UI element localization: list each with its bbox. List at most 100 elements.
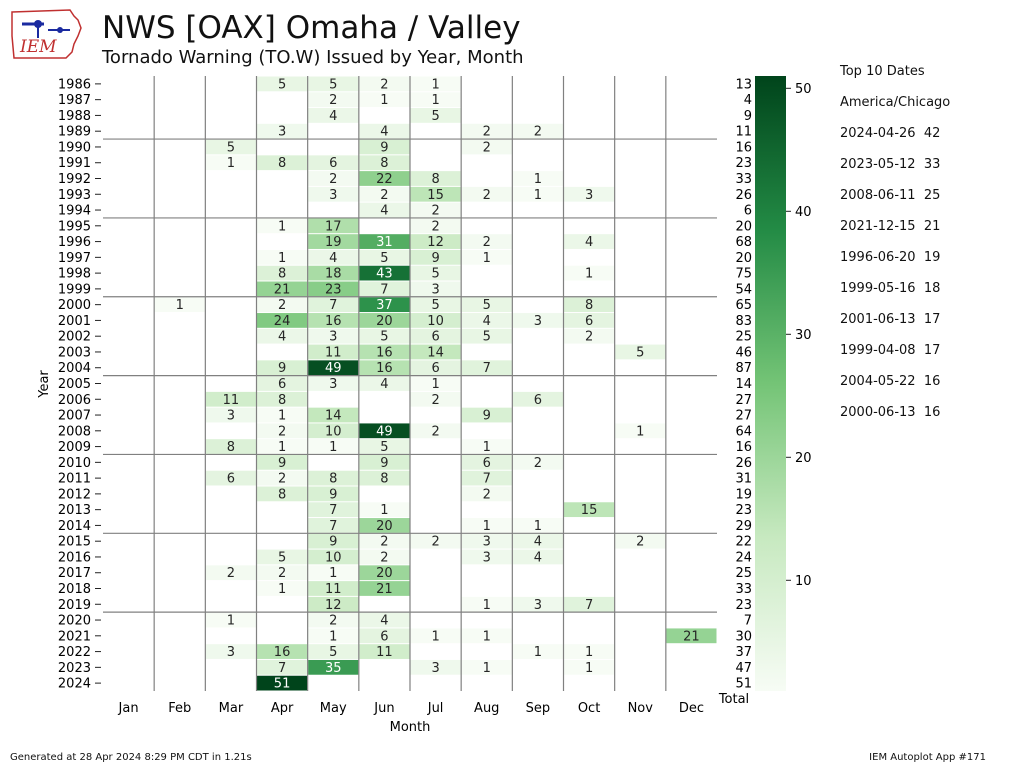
heatmap-cell [359, 171, 410, 186]
cell-value-label: 2 [278, 472, 286, 487]
year-total-label: 30 [735, 629, 752, 644]
cell-value-label: 1 [227, 156, 235, 171]
heatmap-cell [308, 186, 359, 202]
colorbar-tick-label: 10 [795, 574, 812, 589]
cell-value-label: 1 [585, 267, 593, 282]
top10-item: 1996-06-20 19 [840, 250, 941, 265]
heatmap-cell [308, 612, 359, 628]
cell-value-label: 9 [329, 487, 337, 502]
cell-value-label: 5 [483, 330, 491, 345]
cell-value-label: 3 [431, 282, 439, 297]
cell-value-label: 3 [534, 314, 542, 329]
cell-value-label: 7 [329, 519, 337, 534]
cell-value-label: 5 [278, 550, 286, 565]
top10-item: 1999-04-08 17 [840, 343, 941, 358]
cell-value-label: 1 [483, 629, 491, 644]
year-tick-label: 2006 [58, 393, 91, 408]
heatmap-cell [308, 502, 359, 518]
year-total-label: 16 [735, 140, 752, 155]
cell-value-label: 2 [380, 535, 388, 550]
colorbar-ticks: 10 20 30 40 50 [786, 82, 812, 589]
year-tick-label: 2011 [58, 472, 91, 487]
heatmap-cell [205, 407, 256, 423]
cell-value-label: 20 [376, 519, 393, 534]
cell-value-label: 14 [427, 345, 444, 360]
cell-value-label: 1 [176, 298, 184, 313]
heatmap-cell [512, 313, 563, 328]
heatmap-cell [308, 344, 359, 360]
year-total-label: 87 [735, 361, 752, 376]
cell-value-label: 21 [683, 629, 700, 644]
year-tick-label: 1990 [58, 140, 91, 155]
heatmap-cell [512, 533, 563, 549]
heatmap-cell [205, 644, 256, 659]
year-tick-label: 1996 [58, 235, 91, 250]
heatmap-cell [410, 218, 461, 234]
chart-title: NWS [OAX] Omaha / Valley [102, 10, 521, 46]
heatmap-cell [512, 596, 563, 612]
year-tick-label: 2019 [58, 598, 91, 613]
heatmap-cell [308, 644, 359, 659]
colorbar-tick-label: 50 [795, 82, 812, 97]
cell-value-label: 9 [431, 251, 439, 266]
cell-value-label: 3 [329, 330, 337, 345]
cell-value-label: 6 [483, 456, 491, 471]
heatmap-cell [461, 518, 512, 533]
heatmap-cell [308, 376, 359, 391]
cell-value-label: 2 [431, 219, 439, 234]
cell-value-label: 23 [325, 282, 342, 297]
cell-value-label: 2 [380, 188, 388, 203]
year-tick-label: 2002 [58, 330, 91, 345]
heatmap-cell [205, 439, 256, 454]
heatmap-cell [257, 549, 308, 565]
cell-value-label: 8 [380, 472, 388, 487]
heatmap-cell [461, 533, 512, 549]
heatmap-cell [461, 407, 512, 423]
heatmap-cell [461, 439, 512, 454]
cell-value-label: 7 [380, 282, 388, 297]
cell-value-label: 2 [278, 566, 286, 581]
heatmap-cell [410, 376, 461, 391]
heatmap-cell [512, 549, 563, 565]
cell-value-label: 9 [329, 535, 337, 550]
cell-value-label: 2 [431, 535, 439, 550]
top10-item: 2001-06-13 17 [840, 312, 941, 327]
footer-app: IEM Autoplot App #171 [869, 752, 986, 763]
heatmap-cell [308, 628, 359, 644]
cell-value-label: 3 [329, 377, 337, 392]
heatmap-cell [257, 439, 308, 454]
cell-value-label: 1 [278, 440, 286, 455]
cell-value-label: 1 [329, 629, 337, 644]
cell-value-label: 2 [227, 566, 235, 581]
heatmap-cell [512, 123, 563, 139]
heatmap-cell [359, 139, 410, 155]
heatmap-cell [410, 391, 461, 407]
top10-item: 2004-05-22 16 [840, 374, 941, 389]
cell-value-label: 5 [380, 330, 388, 345]
heatmap-cell [564, 297, 615, 313]
cell-value-label: 3 [227, 409, 235, 424]
month-tick-label: Jul [427, 701, 444, 716]
heatmap-cell [564, 596, 615, 612]
month-tick-label: Feb [168, 701, 191, 716]
heatmap-cell [461, 328, 512, 344]
year-total-label: 25 [735, 566, 752, 581]
heatmap-cell [308, 155, 359, 171]
top10-item: 2021-12-15 21 [840, 219, 941, 234]
year-tick-label: 2012 [58, 487, 91, 502]
heatmap-cell [359, 313, 410, 328]
year-tick-label: 2014 [58, 519, 91, 534]
top10-panel: Top 10 Dates America/Chicago 2024-04-26 … [840, 64, 950, 436]
year-tick-label: 1991 [58, 156, 91, 171]
year-tick-label: 2008 [58, 424, 91, 439]
cell-value-label: 2 [534, 456, 542, 471]
heatmap-cell [410, 265, 461, 281]
heatmap-cell [257, 76, 308, 92]
heatmap-cell [257, 581, 308, 596]
cell-value-label: 1 [431, 377, 439, 392]
year-tick-label: 1986 [58, 77, 91, 92]
heatmap-cell [257, 470, 308, 486]
heatmap-cell [257, 249, 308, 265]
year-tick-label: 1998 [58, 267, 91, 282]
cell-value-label: 1 [227, 614, 235, 629]
